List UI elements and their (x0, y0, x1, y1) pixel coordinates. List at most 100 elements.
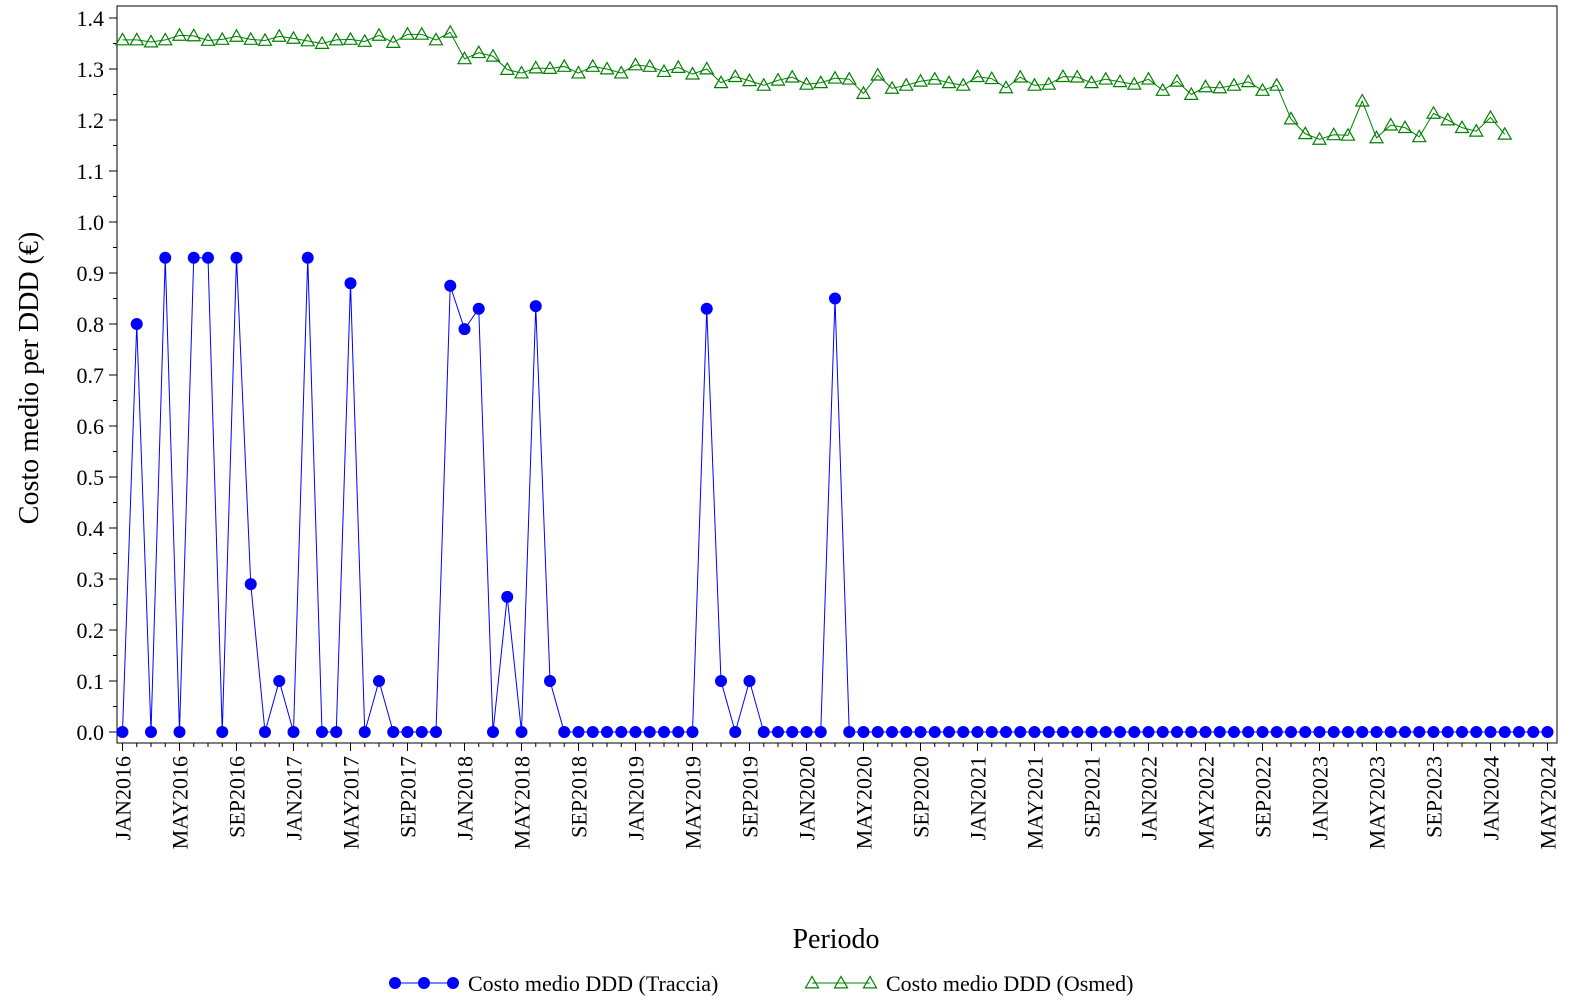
data-point (1083, 75, 1100, 89)
data-point (862, 975, 878, 989)
series-2 (114, 24, 1513, 145)
data-point (1340, 127, 1356, 141)
series-line (122, 257, 1548, 734)
data-point (1399, 726, 1411, 738)
y-tick-label: 0.5 (77, 465, 105, 490)
series-layer (114, 24, 1554, 738)
x-tick-label: MAY2022 (1194, 756, 1219, 849)
data-point (1482, 109, 1499, 123)
data-point (1014, 726, 1027, 738)
data-point (143, 34, 159, 48)
data-point (1256, 726, 1269, 738)
data-point (686, 726, 699, 738)
data-point (273, 675, 286, 687)
data-point (1370, 726, 1383, 738)
data-point (1269, 77, 1285, 91)
x-tick-label: MAY2020 (852, 756, 877, 849)
data-point (114, 32, 131, 46)
data-point (898, 77, 914, 91)
data-point (171, 27, 188, 41)
x-tick-label: JAN2017 (282, 756, 307, 840)
x-tick-label: JAN2016 (111, 756, 136, 840)
data-point (442, 24, 458, 38)
data-point (1541, 726, 1554, 738)
data-point (672, 726, 685, 738)
data-point (399, 26, 416, 40)
data-point (358, 726, 371, 738)
data-point (243, 31, 259, 45)
x-tick-label: MAY2019 (681, 756, 706, 849)
data-point (1099, 726, 1112, 738)
data-point (1441, 726, 1454, 738)
data-point (684, 66, 701, 80)
data-point (1354, 93, 1370, 107)
data-point (418, 977, 430, 989)
data-point (800, 726, 813, 738)
y-axis: 0.0 0.1 0.2 0.3 0.4 0.5 0.6 0.7 0.8 0.9 1.0 1.1 1.2 1… (77, 6, 117, 745)
data-point (1042, 726, 1055, 738)
data-point (770, 72, 786, 86)
data-point (1326, 127, 1342, 141)
data-point (173, 726, 186, 738)
data-point (387, 726, 400, 738)
data-point (1411, 129, 1427, 143)
y-tick-label: 0.6 (77, 414, 105, 439)
data-point (900, 726, 913, 738)
data-point (786, 726, 799, 738)
data-point (1513, 726, 1525, 738)
data-point (772, 726, 784, 738)
data-point (1313, 726, 1326, 738)
data-point (1041, 76, 1057, 90)
data-point (501, 590, 514, 603)
data-point (804, 975, 820, 989)
data-point (713, 75, 729, 89)
data-point (756, 77, 772, 91)
data-point (230, 251, 243, 264)
data-point (444, 279, 457, 292)
y-tick-label: 0.0 (77, 720, 105, 745)
data-point (615, 726, 628, 738)
legend-label: Costo medio DDD (Osmed) (886, 971, 1133, 996)
data-point (430, 726, 442, 738)
data-point (1142, 726, 1155, 738)
data-point (827, 70, 843, 84)
data-point (715, 675, 727, 687)
data-point (1028, 726, 1041, 738)
data-point (1342, 726, 1354, 738)
data-point (985, 726, 998, 738)
data-point (456, 51, 473, 65)
data-point (529, 300, 542, 313)
x-axis: JAN2016 MAY2016 SEP2016 JAN2017 MAY2017 SEP20… (111, 743, 1561, 849)
x-tick-label: SEP2019 (738, 756, 763, 838)
data-point (1427, 726, 1440, 738)
data-point (447, 977, 459, 989)
data-point (1240, 74, 1256, 88)
data-point (941, 75, 957, 89)
data-point (129, 32, 145, 46)
data-point (428, 32, 444, 46)
data-point (357, 33, 373, 47)
y-tick-label: 0.1 (77, 669, 105, 694)
data-point (1156, 726, 1169, 738)
data-point (513, 65, 530, 79)
data-point (314, 35, 330, 49)
data-point (1527, 726, 1540, 738)
x-tick-label: MAY2023 (1365, 756, 1390, 849)
data-point (1285, 726, 1297, 738)
data-point (998, 80, 1014, 94)
x-tick-label: SEP2022 (1251, 756, 1276, 838)
data-point (1454, 119, 1470, 134)
data-point (1297, 126, 1313, 140)
data-point (886, 726, 898, 738)
data-point (487, 726, 499, 738)
y-tick-label: 1.4 (77, 6, 105, 31)
data-point (301, 251, 314, 264)
data-point (1055, 68, 1071, 83)
data-point (841, 71, 857, 85)
data-point (145, 726, 157, 738)
data-point (271, 28, 287, 42)
data-point (116, 726, 129, 738)
x-tick-label: JAN2021 (966, 756, 991, 840)
data-point (515, 726, 528, 738)
data-point (1071, 726, 1084, 738)
